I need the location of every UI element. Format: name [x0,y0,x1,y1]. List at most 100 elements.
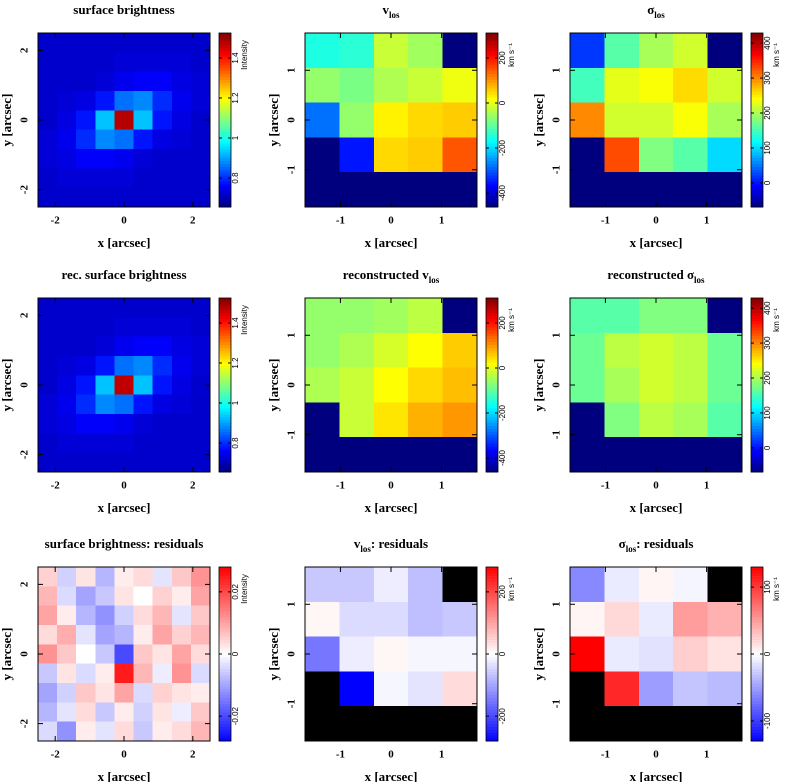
heatmap-cell [152,187,173,208]
heatmap-cell [114,433,134,454]
heatmap-cell [133,129,154,150]
heatmap-cell [95,394,115,415]
colorbar-segment [219,358,231,363]
colorbar-segment [751,729,763,733]
colorbar-segment [751,338,763,342]
heatmap-cell [76,298,96,318]
x-tick-label: 0 [388,749,394,761]
heatmap-cell [190,129,211,150]
heatmap-cell [604,636,640,672]
colorbar-segment [219,460,231,464]
x-axis-label: x [arcsec] [365,500,418,515]
heatmap-cell [57,110,77,131]
colorbar-segment [219,172,231,176]
heatmap-cell [638,671,674,707]
colorbar-segment [219,402,231,406]
colorbar-segment [486,466,498,470]
colorbar-segment [219,659,231,664]
heatmap-cell [57,187,77,208]
heatmap-cell [152,663,173,684]
colorbar-segment [486,445,498,450]
heatmap-cell [57,91,77,111]
x-tick-label: 2 [190,749,196,761]
colorbar-segment [219,416,231,421]
colorbar-segment [486,668,498,672]
colorbar-segment [486,151,498,156]
colorbar-segment [219,120,231,124]
masked-cell [408,172,443,208]
masked-cell [638,706,674,742]
colorbar-segment [486,335,498,340]
heatmap-cell [190,149,211,169]
colorbar-segment [486,379,498,383]
title-text: surface brightness: residuals [45,536,204,551]
colorbar-segment [219,651,231,655]
heatmap-cell [171,149,192,169]
colorbar-segment [751,324,763,328]
heatmap-cell [152,452,173,473]
heatmap-cell [38,586,58,607]
colorbar-tick-label: 400 [763,301,772,315]
colorbar-segment [486,105,498,109]
colorbar-segment [486,709,498,713]
colorbar-segment [751,70,763,75]
colorbar-segment [219,469,231,473]
colorbar-segment [219,125,231,130]
colorbar-segment [486,648,498,652]
colorbar-segment [219,419,231,424]
heatmap-cell [133,168,154,189]
heatmap-cell [152,336,173,357]
colorbar-segment [486,399,498,403]
colorbar-segment [486,422,498,427]
heatmap-cell [339,33,375,69]
x-axis-label: x [arcsec] [98,235,151,250]
colorbar-segment [751,178,763,182]
colorbar-segment [751,738,763,742]
heatmap-cell [133,394,154,415]
colorbar-segment [219,440,231,444]
colorbar-segment [751,312,763,316]
colorbar-segment [219,128,231,133]
colorbar-tick-label: -200 [498,708,507,725]
colorbar-tick-label: 100 [763,141,772,155]
colorbar-segment [219,192,231,196]
colorbar-segment [751,59,763,63]
masked-cell [604,437,640,473]
heatmap-cell [57,567,77,587]
heatmap-cell [95,567,115,587]
colorbar-segment [486,154,498,159]
y-tick-label: 0 [551,651,563,657]
heatmap-cell [114,644,134,665]
y-tick-label: 2 [19,47,31,53]
x-tick-label: -1 [336,749,345,761]
masked-cell [604,706,640,742]
colorbar-segment [219,47,231,51]
colorbar-segment [751,169,763,173]
heatmap-cell [190,433,211,454]
colorbar-segment [219,668,231,672]
colorbar-segment [219,691,231,696]
colorbar-segment [486,712,498,716]
colorbar-segment [219,347,231,351]
colorbar-segment [751,82,763,86]
colorbar-segment [486,431,498,435]
colorbar-segment [486,186,498,191]
heatmap-cell [190,71,211,92]
colorbar-segment [486,376,498,380]
heatmap-cell [673,601,708,637]
colorbar-segment [486,315,498,319]
colorbar-segment [751,706,763,710]
heatmap-cell [570,67,605,103]
masked-cell [305,402,340,438]
colorbar-segment [486,665,498,669]
colorbar-segment [219,575,231,580]
heatmap-cell [707,671,743,707]
colorbar-segment [751,691,763,696]
colorbar-segment [219,578,231,582]
heatmap-cell [76,567,96,587]
colorbar-segment [751,434,763,438]
masked-cell [442,567,478,603]
heatmap-cell [673,402,708,438]
heatmap-cell [373,33,409,69]
colorbar-segment [219,108,231,112]
